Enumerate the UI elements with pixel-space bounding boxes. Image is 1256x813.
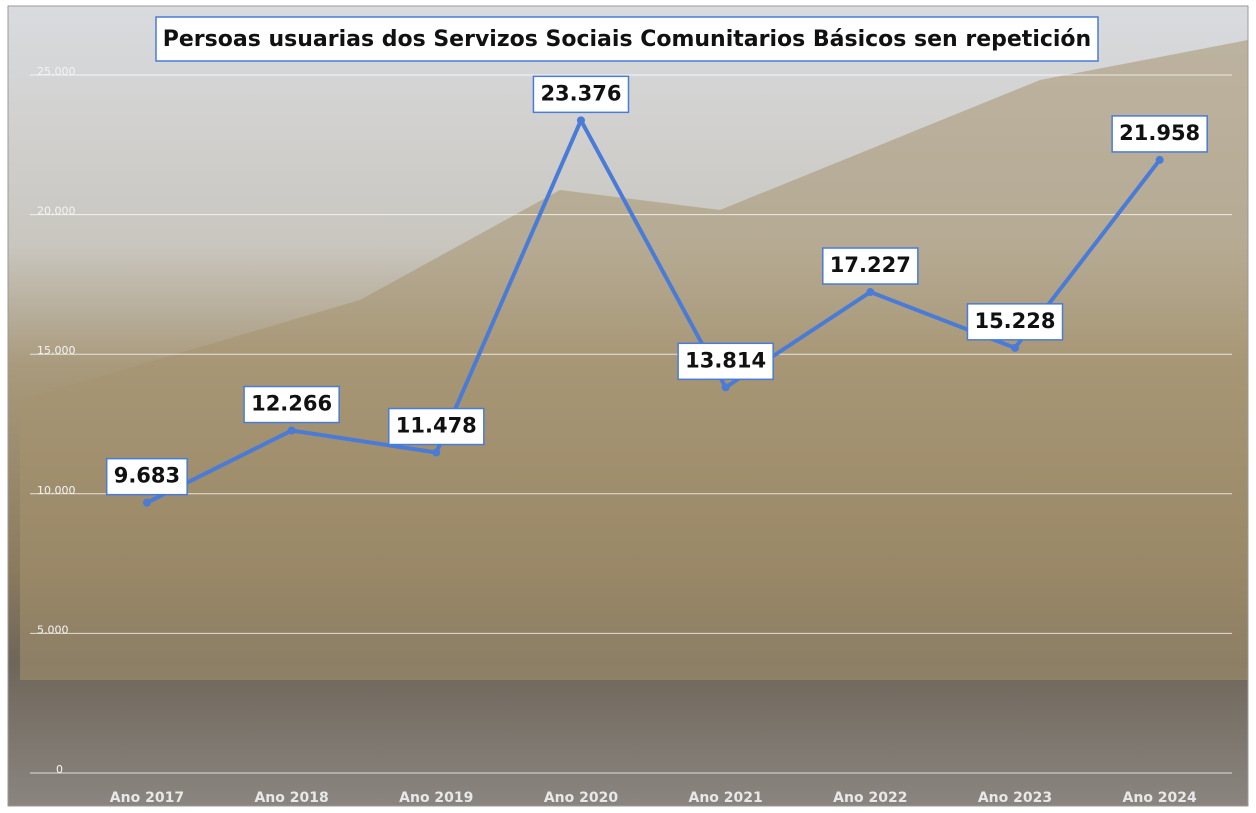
value-label: 23.376	[540, 81, 621, 105]
data-point	[287, 426, 296, 435]
value-label-box	[822, 247, 919, 285]
value-label: 11.478	[396, 414, 477, 438]
data-point	[1155, 155, 1164, 164]
data-point	[576, 116, 585, 125]
data-point	[432, 448, 441, 457]
data-point	[721, 383, 730, 392]
value-label: 21.958	[1119, 121, 1200, 145]
x-tick-label: Ano 2024	[1123, 790, 1198, 806]
value-label-box	[677, 342, 774, 381]
y-tick-label: 20.000	[37, 205, 76, 218]
value-label-box	[243, 385, 340, 424]
y-tick-label: 15.000	[37, 344, 76, 357]
data-point	[142, 498, 151, 507]
value-label-box	[388, 407, 485, 446]
value-label: 17.227	[830, 253, 911, 277]
x-tick-label: Ano 2022	[833, 790, 907, 806]
data-point	[1010, 343, 1019, 352]
value-label: 12.266	[251, 392, 332, 416]
title-box	[155, 16, 1099, 62]
building	[20, 40, 1248, 680]
x-tick-label: Ano 2017	[110, 790, 184, 806]
value-label-box	[532, 75, 630, 114]
value-label-box	[966, 303, 1064, 341]
y-tick-label: 25.000	[37, 65, 76, 78]
value-label-box	[1111, 115, 1208, 153]
y-tick-label: 0	[56, 763, 63, 776]
chart-title: Persoas usuarias dos Servizos Sociais Co…	[163, 27, 1091, 52]
value-label: 13.814	[685, 348, 766, 372]
x-tick-label: Ano 2019	[399, 790, 473, 806]
y-tick-label: 10.000	[37, 484, 76, 497]
value-label: 9.683	[114, 464, 180, 488]
x-tick-label: Ano 2018	[254, 790, 328, 806]
data-point	[866, 288, 875, 297]
x-tick-label: Ano 2023	[978, 790, 1052, 806]
y-tick-label: 5.000	[37, 623, 69, 636]
value-label-box	[105, 457, 188, 496]
value-label: 15.228	[974, 309, 1055, 333]
x-tick-label: Ano 2021	[689, 790, 763, 806]
x-tick-label: Ano 2020	[544, 790, 619, 806]
